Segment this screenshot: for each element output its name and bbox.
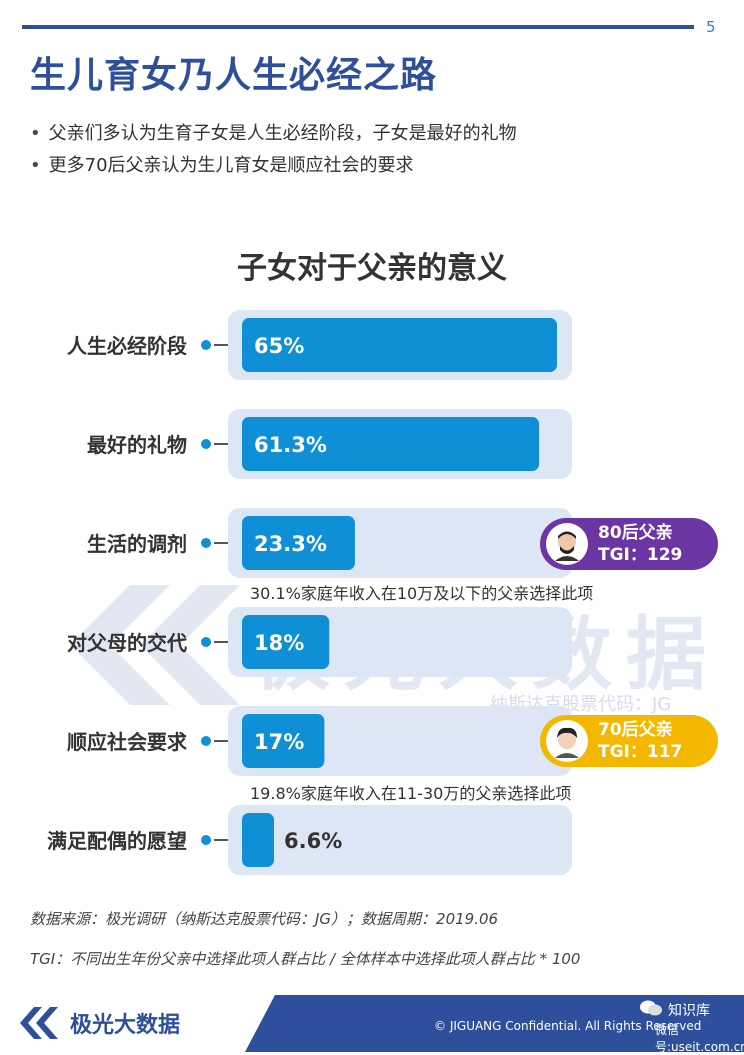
chart-title: 子女对于父亲的意义 [237,251,507,286]
bar-track [228,805,572,875]
tgi-definition: TGI：不同出生年份父亲中选择此项人群占比 / 全体样本中选择此项人群占比 * … [30,950,581,968]
footer-logo-text: 极光大数据 [70,1013,181,1038]
bar [242,615,330,669]
copyright-text: © JIGUANG Confidential. All Rights Reser… [434,1019,702,1033]
man-avatar-icon [546,720,588,762]
annotation-note: 19.8%家庭年收入在11-30万的父亲选择此项 [250,784,572,803]
category-label: 最好的礼物 [87,433,187,457]
category-label: 对父母的交代 [67,631,187,655]
wechat-id: 微信号:useit.com.cn [655,1023,744,1054]
bullet-item: 更多70后父亲认为生儿育女是顺应社会的要求 [30,150,517,182]
jiguang-logo-icon [20,1007,58,1039]
annotation-note: 30.1%家庭年收入在10万及以下的父亲选择此项 [250,584,594,603]
value-label: 65% [254,334,304,358]
bar [242,516,355,570]
bullet-dot [201,835,211,845]
category-label: 顺应社会要求 [67,730,188,754]
bullet-dot [201,736,211,746]
page-title: 生儿育女乃人生必经之路 [30,55,438,96]
tgi-badge-80s: 80后父亲 TGI：129 [540,518,718,570]
badge-line2: TGI：117 [598,742,683,762]
source-line: 数据来源：极光调研（纳斯达克股票代码：JG）；数据周期：2019.06 [30,910,499,928]
tgi-badge-70s: 70后父亲 TGI：117 [540,715,718,767]
wechat-label: 知识库 [668,1003,710,1019]
wechat-mark: 知识库 [640,999,710,1021]
value-label: 18% [254,631,304,655]
value-label: 23.3% [254,532,327,556]
badge-line2: TGI：129 [598,545,683,565]
badge-line1: 80后父亲 [598,523,673,543]
footer: 极光大数据 © JIGUANG Confidential. All Rights… [0,995,744,1054]
bullet-list: 父亲们多认为生育子女是人生必经阶段，子女是最好的礼物 更多70后父亲认为生儿育女… [30,118,517,182]
bar [242,714,325,768]
bullet-item: 父亲们多认为生育子女是人生必经阶段，子女是最好的礼物 [30,118,517,150]
bullet-dot [201,637,211,647]
category-label: 生活的调剂 [87,532,187,556]
badge-line1: 70后父亲 [598,720,673,740]
bullet-dot [201,439,211,449]
bar-chart: 子女对于父亲的意义 人生必经阶段 65% 最好的礼物 61.3% 生活的调剂 23.3% 对… [47,251,572,875]
value-label: 61.3% [254,433,327,457]
bar [242,318,557,372]
footer-band [245,995,744,1052]
bullet-dot [201,538,211,548]
wechat-icon [640,999,662,1021]
bar [242,417,540,471]
value-label: 6.6% [284,829,342,853]
bar [242,813,274,867]
category-label: 满足配偶的愿望 [47,829,187,853]
page-number: 5 [706,18,716,36]
category-label: 人生必经阶段 [67,334,187,358]
man-avatar-icon [546,523,588,565]
value-label: 17% [254,730,304,754]
top-rule [22,25,694,29]
bullet-dot [201,340,211,350]
